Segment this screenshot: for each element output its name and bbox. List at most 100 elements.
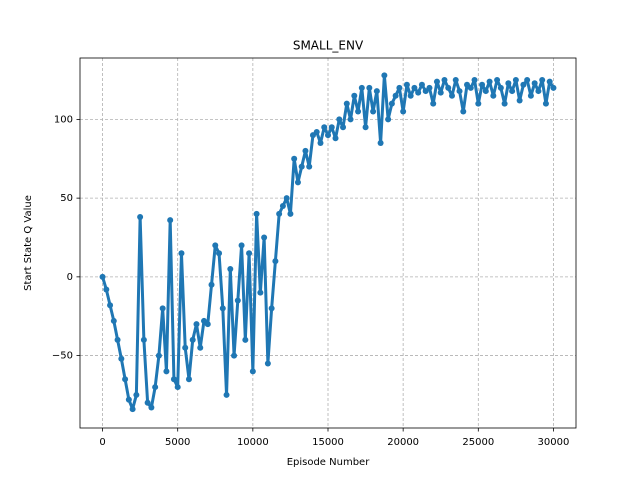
x-tick-label: 30000 xyxy=(538,437,570,448)
data-point xyxy=(118,355,125,362)
y-tick-label: 0 xyxy=(67,272,73,283)
data-point xyxy=(449,92,455,99)
data-point xyxy=(276,210,283,217)
data-point xyxy=(193,321,200,328)
plot-frame xyxy=(79,57,577,429)
data-point xyxy=(490,92,497,99)
data-point xyxy=(340,124,347,131)
data-point xyxy=(170,376,177,383)
data-point xyxy=(430,100,437,107)
data-point xyxy=(231,352,238,359)
data-point xyxy=(542,100,549,107)
data-point xyxy=(129,406,136,413)
data-point xyxy=(287,210,294,217)
data-point xyxy=(501,100,508,107)
x-tick-label: 5000 xyxy=(165,437,190,448)
data-point xyxy=(407,92,414,99)
data-point xyxy=(358,84,365,91)
x-tick-label: 10000 xyxy=(237,437,269,448)
x-axis-label: Episode Number xyxy=(287,457,371,468)
x-tick-label: 0 xyxy=(99,437,105,448)
data-point xyxy=(279,203,286,209)
data-point xyxy=(475,100,482,107)
data-point xyxy=(223,391,230,398)
data-point xyxy=(396,84,403,91)
data-point xyxy=(283,195,290,202)
data-point xyxy=(467,84,474,91)
data-point xyxy=(272,258,279,265)
data-point xyxy=(197,344,204,351)
data-point xyxy=(159,305,166,312)
data-point xyxy=(512,77,519,84)
data-point xyxy=(133,391,140,398)
data-point xyxy=(381,72,388,79)
data-point xyxy=(486,78,493,85)
data-point xyxy=(385,116,392,123)
data-point xyxy=(321,124,328,131)
data-point xyxy=(219,305,226,312)
data-point xyxy=(242,336,249,343)
data-point xyxy=(317,140,324,147)
data-point xyxy=(366,84,373,91)
data-point xyxy=(107,302,114,309)
data-point xyxy=(482,88,489,95)
data-point xyxy=(189,336,196,343)
data-point xyxy=(302,147,309,154)
data-point xyxy=(471,77,478,84)
data-point xyxy=(531,80,538,87)
data-point xyxy=(456,88,463,95)
data-point xyxy=(479,81,486,88)
data-point xyxy=(433,78,440,85)
data-point xyxy=(355,108,362,115)
data-point xyxy=(261,234,268,241)
data-point xyxy=(527,92,534,99)
data-point xyxy=(234,297,241,304)
data-point xyxy=(140,336,147,343)
data-point xyxy=(550,84,557,91)
data-point xyxy=(362,124,369,131)
data-point xyxy=(185,376,192,383)
data-point xyxy=(452,77,459,84)
data-point xyxy=(392,92,399,99)
data-point xyxy=(351,92,358,99)
data-point xyxy=(535,88,542,95)
data-point xyxy=(294,179,301,186)
data-point xyxy=(253,210,260,217)
data-point xyxy=(343,100,350,107)
x-tick-label: 25000 xyxy=(462,437,494,448)
data-point xyxy=(313,129,320,135)
y-tick-label: 50 xyxy=(60,193,73,204)
data-point xyxy=(497,84,504,91)
data-point xyxy=(291,155,298,162)
data-point xyxy=(328,124,335,131)
chart-title: SMALL_ENV xyxy=(293,39,364,53)
data-point xyxy=(227,265,234,272)
y-axis-label: Start State Q Value xyxy=(23,195,34,291)
x-tick-label: 20000 xyxy=(387,437,419,448)
data-point xyxy=(298,163,305,170)
data-point xyxy=(539,77,546,84)
data-point xyxy=(373,88,380,95)
data-point xyxy=(152,384,159,391)
data-point xyxy=(257,289,264,296)
data-point xyxy=(148,404,155,411)
data-point xyxy=(208,281,215,288)
data-point xyxy=(178,250,185,257)
data-point xyxy=(460,108,467,115)
data-point xyxy=(437,89,444,96)
data-point xyxy=(411,84,418,91)
data-point xyxy=(212,242,219,249)
data-point xyxy=(445,84,452,91)
data-point xyxy=(125,396,132,403)
data-point xyxy=(137,214,144,221)
data-point xyxy=(246,250,253,257)
data-point xyxy=(426,84,433,91)
data-point xyxy=(370,108,377,115)
x-tick-label: 15000 xyxy=(312,437,344,448)
data-point xyxy=(418,81,425,88)
data-point xyxy=(167,217,174,224)
data-point xyxy=(114,336,121,343)
data-point xyxy=(182,344,189,351)
